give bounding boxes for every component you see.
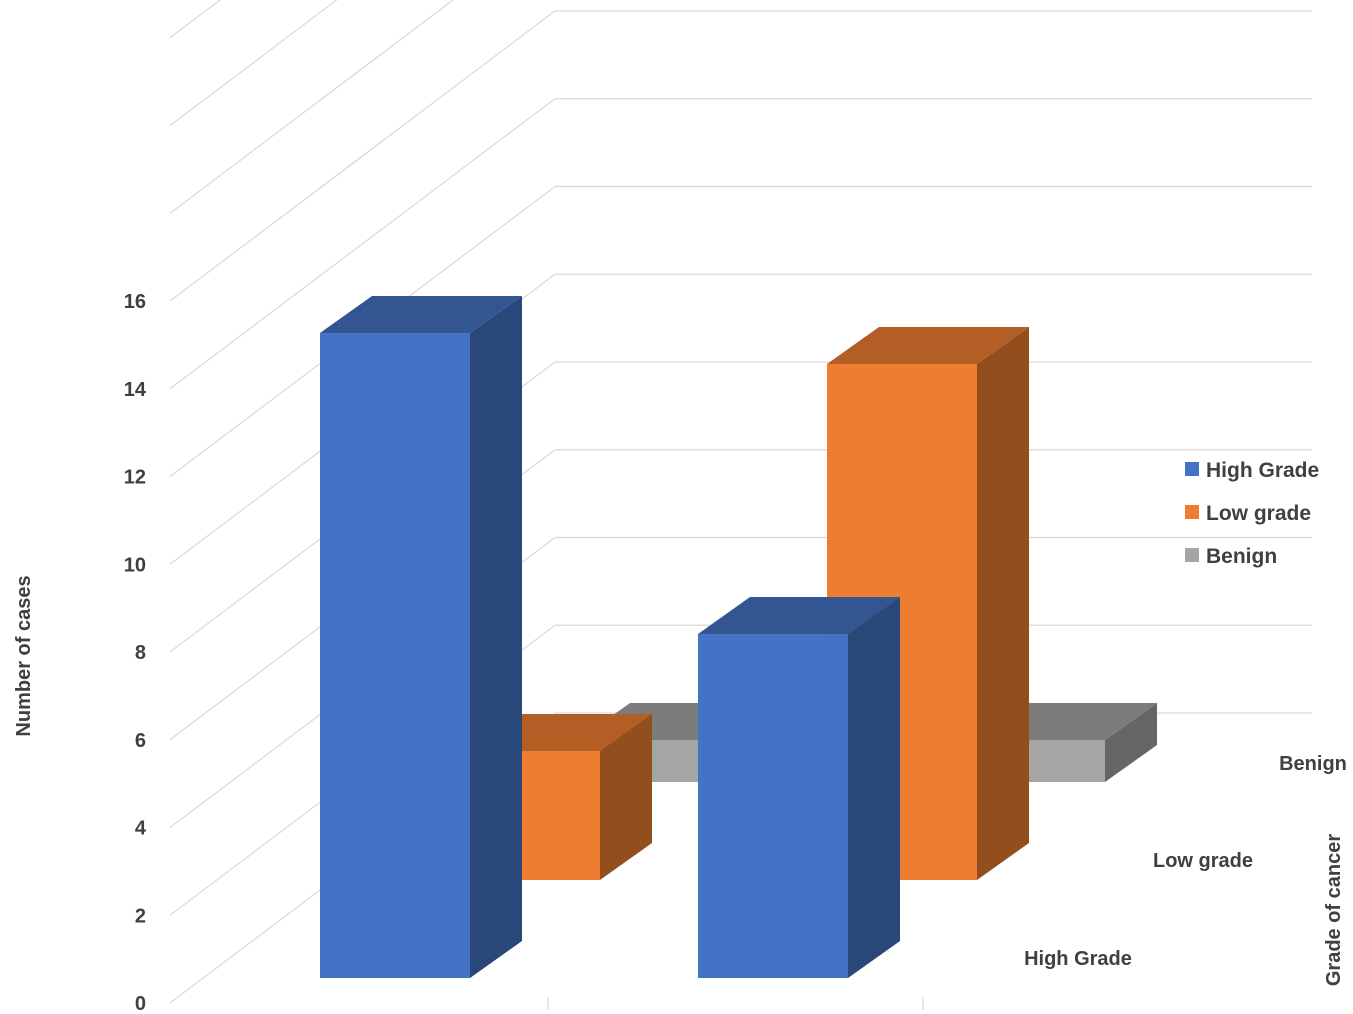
- depth-category-label: Benign: [1279, 753, 1347, 775]
- bars: [320, 296, 1157, 979]
- depth-axis-title: Grade of cancer: [1323, 834, 1345, 987]
- gridline-side: [169, 98, 556, 390]
- y-tick-label: 10: [124, 554, 146, 576]
- bar-front: [320, 333, 470, 979]
- bar-top: [827, 327, 1029, 365]
- bar-front: [698, 634, 848, 978]
- bar-side: [848, 597, 900, 978]
- gridline-side: [169, 10, 556, 302]
- y-tick-label: 14: [124, 379, 147, 401]
- legend-swatch: [1185, 462, 1199, 476]
- legend-label: Low grade: [1206, 502, 1311, 525]
- bar-side: [1105, 703, 1157, 782]
- bar-high-grade-1: [320, 296, 522, 979]
- y-tick-label: 0: [135, 993, 146, 1014]
- labels: 0 2 4 6 8 10 12 14 16 High Grade Low grade Benign: [124, 291, 1347, 1014]
- depth-category-label: Low grade: [1153, 850, 1253, 872]
- legend-label: Benign: [1206, 545, 1277, 568]
- legend: High Grade Low grade Benign: [1185, 459, 1319, 568]
- bar-side: [600, 714, 652, 880]
- y-tick-label: 12: [124, 467, 146, 489]
- gridline-side: [169, 0, 222, 39]
- y-tick-label: 4: [135, 818, 147, 840]
- y-tick-label: 8: [135, 642, 146, 664]
- legend-item: Low grade: [1185, 502, 1311, 525]
- bar-side: [470, 296, 522, 979]
- legend-swatch: [1185, 505, 1199, 519]
- bar-side: [977, 327, 1029, 880]
- y-tick-label: 6: [135, 730, 146, 752]
- bar-high-grade-2: [698, 597, 900, 978]
- legend-label: High Grade: [1206, 459, 1319, 482]
- y-axis-title: Number of cases: [13, 575, 35, 736]
- bar-top: [320, 296, 522, 334]
- y-tick-label: 2: [135, 905, 146, 927]
- legend-item: Benign: [1185, 545, 1277, 568]
- gridline-side: [169, 0, 338, 126]
- legend-swatch: [1185, 548, 1199, 562]
- legend-item: High Grade: [1185, 459, 1319, 482]
- bar-top: [698, 597, 900, 635]
- depth-category-label: High Grade: [1024, 948, 1132, 970]
- gridline-side: [169, 0, 455, 214]
- y-tick-label: 16: [124, 291, 146, 313]
